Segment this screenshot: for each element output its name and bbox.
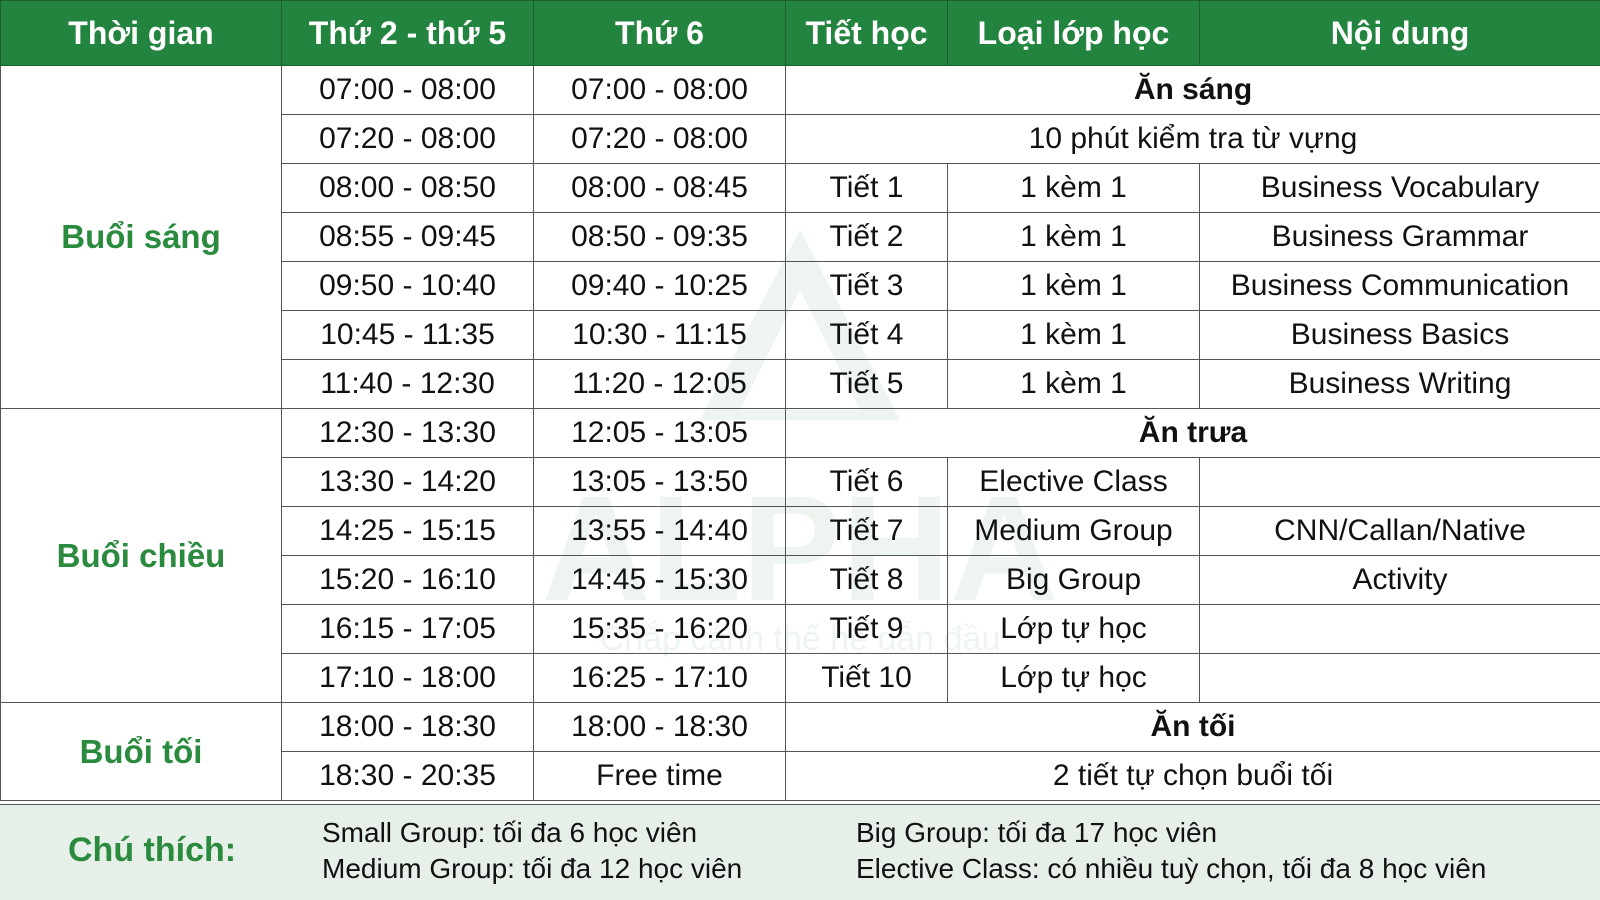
header-period: Tiết học [785, 0, 948, 66]
period: Tiết 7 [785, 506, 948, 556]
time-mon-thu: 18:00 - 18:30 [281, 702, 534, 752]
content: CNN/Callan/Native [1199, 506, 1600, 556]
time-fri: 11:20 - 12:05 [533, 359, 786, 409]
time-mon-thu: 13:30 - 14:20 [281, 457, 534, 507]
session-label: Buổi chiều [0, 408, 282, 703]
header-time: Thời gian [0, 0, 282, 66]
class-type: Big Group [947, 555, 1200, 605]
header-content: Nội dung [1199, 0, 1600, 66]
legend-note: Big Group: tối đa 17 học viên [856, 817, 1218, 848]
class-type: Medium Group [947, 506, 1200, 556]
content: Business Writing [1199, 359, 1600, 409]
period: Tiết 9 [785, 604, 948, 654]
table-row: 15:20 - 16:10 14:45 - 15:30 Tiết 8 Big Grou… [1, 555, 1600, 605]
time-fri: 09:40 - 10:25 [533, 261, 786, 311]
table-row: 18:30 - 20:35 Free time 2 tiết tự chọn buổ… [1, 751, 1600, 801]
class-type: 1 kèm 1 [947, 212, 1200, 262]
time-fri: 07:00 - 08:00 [533, 65, 786, 115]
header-fri: Thứ 6 [533, 0, 786, 66]
time-fri: 08:50 - 09:35 [533, 212, 786, 262]
legend-note: Elective Class: có nhiều tuỳ chọn, tối đ… [856, 853, 1487, 884]
table-row: 16:15 - 17:05 15:35 - 16:20 Tiết 9 Lớp tự h… [1, 604, 1600, 654]
class-type: Elective Class [947, 457, 1200, 507]
content [1199, 457, 1600, 507]
time-fri: 07:20 - 08:00 [533, 114, 786, 164]
legend-note: Small Group: tối đa 6 học viên [322, 817, 698, 848]
class-type: 1 kèm 1 [947, 261, 1200, 311]
time-mon-thu: 12:30 - 13:30 [281, 408, 534, 458]
class-type: Lớp tự học [947, 653, 1200, 703]
period: Tiết 10 [785, 653, 948, 703]
merged-activity: Ăn tối [785, 702, 1600, 752]
table-row: 13:30 - 14:20 13:05 - 13:50 Tiết 6 Elective… [1, 457, 1600, 507]
class-type: Lớp tự học [947, 604, 1200, 654]
period: Tiết 5 [785, 359, 948, 409]
merged-activity: Ăn trưa [785, 408, 1600, 458]
period: Tiết 4 [785, 310, 948, 360]
time-mon-thu: 17:10 - 18:00 [281, 653, 534, 703]
time-fri: 12:05 - 13:05 [533, 408, 786, 458]
legend-note: Medium Group: tối đa 12 học viên [322, 853, 743, 884]
legend: Chú thích: Small Group: tối đa 6 học viê… [0, 804, 1600, 900]
time-mon-thu: 16:15 - 17:05 [281, 604, 534, 654]
time-fri: 15:35 - 16:20 [533, 604, 786, 654]
table-row: 07:20 - 08:00 07:20 - 08:00 10 phút kiểm t… [1, 114, 1600, 164]
class-type: 1 kèm 1 [947, 359, 1200, 409]
period: Tiết 2 [785, 212, 948, 262]
time-fri: Free time [533, 751, 786, 801]
time-mon-thu: 10:45 - 11:35 [281, 310, 534, 360]
time-fri: 13:05 - 13:50 [533, 457, 786, 507]
time-fri: 18:00 - 18:30 [533, 702, 786, 752]
merged-activity: Ăn sáng [785, 65, 1600, 115]
period: Tiết 3 [785, 261, 948, 311]
time-fri: 16:25 - 17:10 [533, 653, 786, 703]
time-mon-thu: 18:30 - 20:35 [281, 751, 534, 801]
time-mon-thu: 07:00 - 08:00 [281, 65, 534, 115]
schedule-table: Thời gian Thứ 2 - thứ 5 Thứ 6 Tiết học L… [0, 0, 1600, 801]
table-row: Buổi tối 18:00 - 18:30 18:00 - 18:30 Ăn tối [0, 702, 1600, 801]
class-type: 1 kèm 1 [947, 163, 1200, 213]
table-row: Buổi sáng 07:00 - 08:00 07:00 - 08:00 Ăn sá… [0, 65, 1600, 409]
time-fri: 08:00 - 08:45 [533, 163, 786, 213]
merged-activity: 10 phút kiểm tra từ vựng [785, 114, 1600, 164]
time-fri: 14:45 - 15:30 [533, 555, 786, 605]
time-fri: 10:30 - 11:15 [533, 310, 786, 360]
class-type: 1 kèm 1 [947, 310, 1200, 360]
legend-title: Chú thích: [68, 831, 237, 869]
merged-activity: 2 tiết tự chọn buổi tối [785, 751, 1600, 801]
content: Activity [1199, 555, 1600, 605]
content: Business Basics [1199, 310, 1600, 360]
time-mon-thu: 07:20 - 08:00 [281, 114, 534, 164]
session-label: Buổi sáng [0, 65, 282, 409]
table-row: Buổi chiều 12:30 - 13:30 12:05 - 13:05 Ăn t… [0, 408, 1600, 703]
header-row: Thời gian Thứ 2 - thứ 5 Thứ 6 Tiết học L… [0, 0, 1600, 66]
period: Tiết 8 [785, 555, 948, 605]
content [1199, 604, 1600, 654]
time-mon-thu: 08:00 - 08:50 [281, 163, 534, 213]
content: Business Communication [1199, 261, 1600, 311]
time-mon-thu: 14:25 - 15:15 [281, 506, 534, 556]
period: Tiết 6 [785, 457, 948, 507]
content: Business Vocabulary [1199, 163, 1600, 213]
time-mon-thu: 08:55 - 09:45 [281, 212, 534, 262]
time-mon-thu: 11:40 - 12:30 [281, 359, 534, 409]
content [1199, 653, 1600, 703]
header-mon-thu: Thứ 2 - thứ 5 [281, 0, 534, 66]
time-mon-thu: 15:20 - 16:10 [281, 555, 534, 605]
period: Tiết 1 [785, 163, 948, 213]
session-label: Buổi tối [0, 702, 282, 801]
content: Business Grammar [1199, 212, 1600, 262]
time-mon-thu: 09:50 - 10:40 [281, 261, 534, 311]
header-class-type: Loại lớp học [947, 0, 1200, 66]
table-row: 17:10 - 18:00 16:25 - 17:10 Tiết 10 Lớp tự … [1, 653, 1600, 703]
time-fri: 13:55 - 14:40 [533, 506, 786, 556]
